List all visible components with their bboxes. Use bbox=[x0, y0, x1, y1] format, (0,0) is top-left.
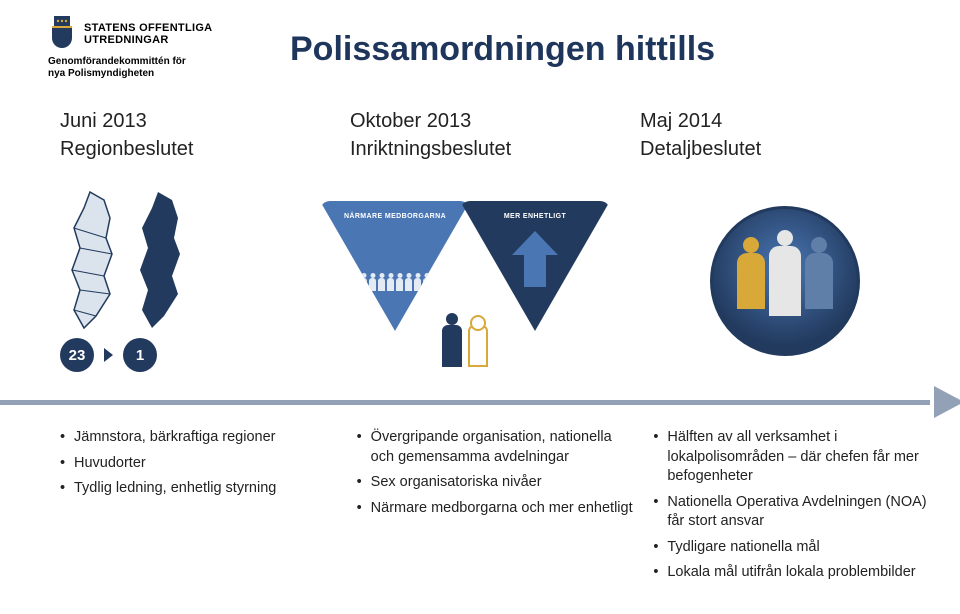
bullet-item: Tydligare nationella mål bbox=[653, 538, 930, 558]
badge-1: 1 bbox=[123, 338, 157, 372]
col-3-name: Detaljbeslutet bbox=[640, 136, 920, 162]
sweden-map-regions-icon bbox=[60, 190, 122, 330]
triangles-graphic: NÄRMARE MEDBORGARNA MER ENHETLIGT bbox=[320, 201, 610, 361]
bullet-item: Huvudorter bbox=[60, 454, 337, 474]
logo-line2: UTREDNINGAR bbox=[84, 34, 212, 46]
column-headers: Juni 2013 Regionbeslutet Oktober 2013 In… bbox=[60, 108, 920, 176]
col-2-name: Inriktningsbeslutet bbox=[350, 136, 630, 162]
triangle-right: MER ENHETLIGT bbox=[460, 201, 610, 331]
badge-23: 23 bbox=[60, 338, 94, 372]
chevron-right-icon bbox=[104, 348, 113, 362]
page-title: Polissamordningen hittills bbox=[290, 30, 715, 69]
bullets-row: Jämnstora, bärkraftiga regioner Huvudort… bbox=[60, 428, 930, 589]
col-3-date: Maj 2014 bbox=[640, 108, 920, 134]
bullets-col-3: Hälften av all verksamhet i lokalpolisom… bbox=[653, 428, 930, 589]
bullet-item: Hälften av all verksamhet i lokalpolisom… bbox=[653, 428, 930, 487]
logo-subtitle: Genomförandekommittén för nya Polismyndi… bbox=[48, 56, 228, 80]
timeline-line bbox=[0, 400, 930, 405]
arrow-up-icon bbox=[512, 231, 558, 287]
detail-circle-graphic bbox=[710, 206, 860, 356]
region-count-badges: 23 1 bbox=[60, 338, 190, 372]
col-2-date: Oktober 2013 bbox=[350, 108, 630, 134]
arrow-right-icon bbox=[934, 386, 960, 418]
bullet-item: Närmare medborgarna och mer enhetligt bbox=[357, 499, 634, 519]
bullets-col-2: Övergripande organisation, nationella oc… bbox=[357, 428, 634, 589]
timeline-arrow bbox=[0, 392, 960, 412]
logo-line1: STATENS OFFENTLIGA bbox=[84, 22, 212, 34]
logo-text: STATENS OFFENTLIGA UTREDNINGAR bbox=[84, 22, 212, 46]
triangle-left: NÄRMARE MEDBORGARNA bbox=[320, 201, 470, 331]
bullet-item: Övergripande organisation, nationella oc… bbox=[357, 428, 634, 467]
col-1-head: Juni 2013 Regionbeslutet bbox=[60, 108, 340, 176]
col-1-date: Juni 2013 bbox=[60, 108, 340, 134]
crest-icon bbox=[48, 16, 76, 52]
sweden-map-solid-icon bbox=[128, 190, 190, 330]
circle-people-icon bbox=[731, 227, 839, 335]
bullet-item: Jämnstora, bärkraftiga regioner bbox=[60, 428, 337, 448]
maps-block: 23 1 bbox=[60, 190, 190, 372]
people-pair-icon bbox=[442, 325, 488, 367]
bullet-item: Tydlig ledning, enhetlig styrning bbox=[60, 479, 337, 499]
graphics-row: 23 1 NÄRMARE MEDBORGARNA MER ENHETLIGT bbox=[60, 190, 920, 372]
col-2-head: Oktober 2013 Inriktningsbeslutet bbox=[350, 108, 630, 176]
sweden-maps bbox=[60, 190, 190, 330]
triangle-left-label: NÄRMARE MEDBORGARNA bbox=[320, 213, 470, 220]
logo-top: STATENS OFFENTLIGA UTREDNINGAR bbox=[48, 16, 228, 52]
bullet-item: Nationella Operativa Avdelningen (NOA) f… bbox=[653, 493, 930, 532]
bullet-item: Lokala mål utifrån lokala problembilder bbox=[653, 563, 930, 583]
triangle-right-label: MER ENHETLIGT bbox=[460, 213, 610, 220]
col-3-head: Maj 2014 Detaljbeslutet bbox=[640, 108, 920, 176]
bullets-col-1: Jämnstora, bärkraftiga regioner Huvudort… bbox=[60, 428, 337, 589]
bullet-item: Sex organisatoriska nivåer bbox=[357, 473, 634, 493]
col-1-name: Regionbeslutet bbox=[60, 136, 340, 162]
people-row-icon bbox=[360, 278, 430, 291]
logo-block: STATENS OFFENTLIGA UTREDNINGAR Genomföra… bbox=[48, 16, 228, 80]
